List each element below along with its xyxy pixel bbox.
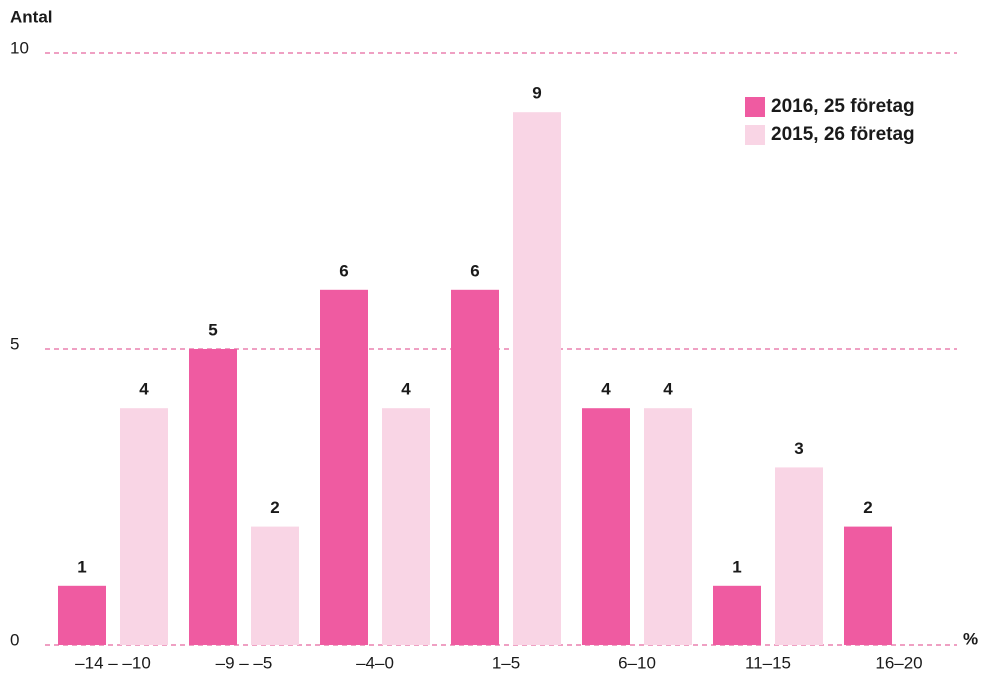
bar xyxy=(120,408,168,645)
legend-swatch xyxy=(745,125,765,145)
x-tick-label: –14 – –10 xyxy=(75,653,151,672)
value-label: 3 xyxy=(794,439,803,458)
bar xyxy=(58,585,106,645)
value-label: 4 xyxy=(663,380,673,399)
value-label: 6 xyxy=(339,261,348,280)
legend-swatch xyxy=(745,97,765,117)
value-label: 1 xyxy=(77,557,86,576)
value-label: 5 xyxy=(208,320,217,339)
value-label: 6 xyxy=(470,261,479,280)
value-label: 9 xyxy=(532,84,541,103)
value-label: 4 xyxy=(139,380,149,399)
bar xyxy=(582,408,630,645)
legend-label: 2015, 26 företag xyxy=(771,124,915,145)
bar xyxy=(251,526,299,645)
bar xyxy=(451,289,499,645)
value-label: 4 xyxy=(401,380,411,399)
y-tick-label: 0 xyxy=(10,630,19,649)
bar xyxy=(844,526,892,645)
x-tick-label: 11–15 xyxy=(745,653,791,672)
x-tick-label: –9 – –5 xyxy=(216,653,273,672)
value-label: 2 xyxy=(863,498,872,517)
bar xyxy=(320,289,368,645)
x-tick-label: 16–20 xyxy=(875,653,922,672)
y-tick-label: 10 xyxy=(10,38,29,57)
bar xyxy=(775,467,823,645)
y-tick-label: 5 xyxy=(10,334,19,353)
bar xyxy=(382,408,430,645)
bar xyxy=(713,585,761,645)
value-label: 2 xyxy=(270,498,279,517)
x-tick-label: 6–10 xyxy=(618,653,656,672)
x-tick-label: 1–5 xyxy=(492,653,520,672)
value-label: 4 xyxy=(601,380,611,399)
legend-label: 2016, 25 företag xyxy=(771,96,915,117)
y-axis-label: Antal xyxy=(10,7,53,26)
bar xyxy=(644,408,692,645)
bar xyxy=(189,349,237,645)
x-tick-label: –4–0 xyxy=(356,653,394,672)
value-label: 1 xyxy=(732,557,741,576)
x-axis-label: % xyxy=(963,629,978,648)
bar xyxy=(513,112,561,645)
